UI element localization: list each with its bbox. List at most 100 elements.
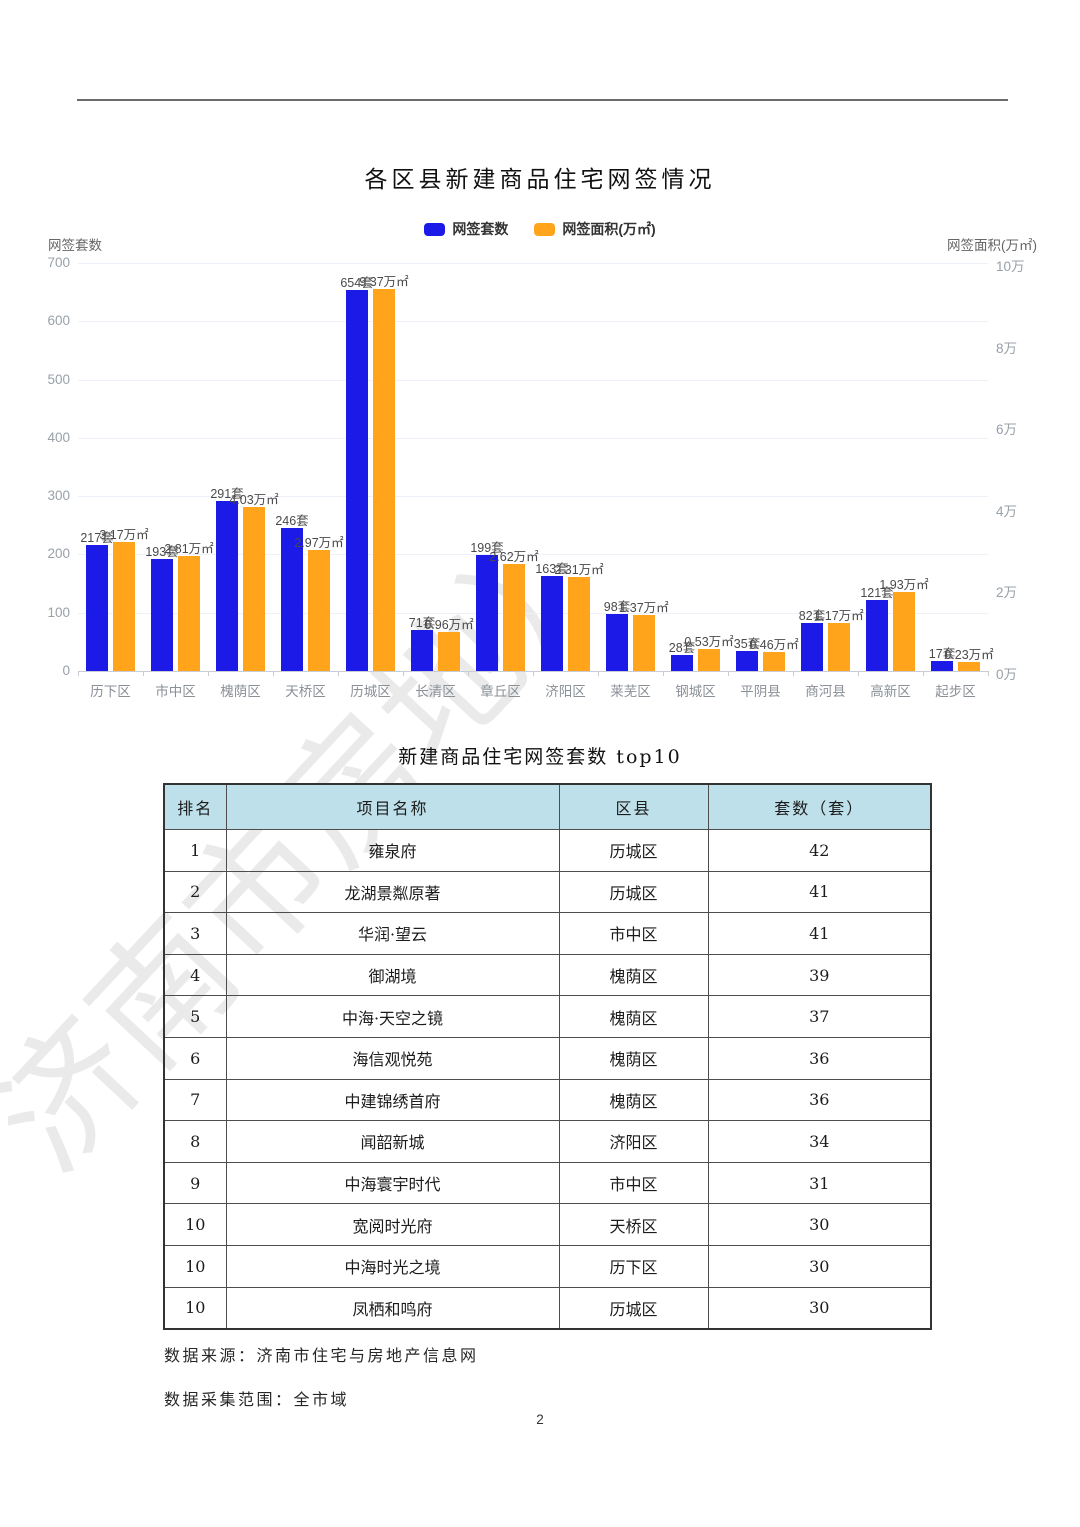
- x-axis-tick: [143, 671, 144, 676]
- left-axis-tick: 400: [47, 429, 70, 445]
- bar-count: [736, 650, 758, 671]
- gridline: [78, 379, 988, 381]
- bar-area: [698, 649, 720, 671]
- table-cell: 海信观悦苑: [225, 1036, 560, 1080]
- bar-area: [113, 541, 135, 671]
- x-axis-category: 市中区: [155, 684, 196, 699]
- table-cell: 历城区: [558, 870, 709, 914]
- bar-label-area: 2.31万㎡: [554, 562, 604, 577]
- bar-area: [373, 288, 395, 671]
- legend-label: 网签套数: [452, 221, 509, 237]
- table-cell: 槐荫区: [558, 1036, 709, 1080]
- table-title: 新建商品住宅网签套数 top10: [398, 746, 682, 768]
- table-cell: 槐荫区: [558, 995, 709, 1038]
- table-cell: 9: [163, 1161, 227, 1205]
- x-axis-tick: [858, 671, 859, 676]
- x-axis-tick: [663, 671, 664, 676]
- table-cell: 中海寰宇时代: [225, 1161, 560, 1205]
- chart-legend: 网签套数 网签面积(万㎡): [0, 219, 1080, 239]
- table-cell: 华润·望云: [225, 912, 560, 955]
- bar-count: [801, 623, 823, 671]
- header-rule: [77, 99, 1008, 101]
- gridline: [78, 496, 988, 498]
- bar-label-area: 0.53万㎡: [684, 635, 734, 650]
- bar-area: [243, 506, 265, 671]
- table-cell: 34: [707, 1120, 932, 1163]
- table-row: 9 中海寰宇时代 市中区 31: [163, 1161, 932, 1205]
- table-header: 排名 项目名称 区县 套数（套）: [163, 783, 932, 830]
- bar-label-count: 654套: [340, 275, 374, 290]
- table-row: 3 华润·望云 市中区 41: [163, 912, 932, 955]
- table-cell: 中建锦绣首府: [225, 1078, 560, 1122]
- bar-label-area: 1.37万㎡: [619, 601, 669, 616]
- table-cell: 30: [707, 1244, 932, 1288]
- table-cell: 10: [163, 1203, 227, 1246]
- x-axis-category: 长清区: [415, 684, 456, 699]
- table-cell: 御湖境: [225, 953, 560, 997]
- table-cell: 3: [163, 912, 227, 955]
- table-cell: 市中区: [558, 1161, 709, 1205]
- bar-count: [541, 575, 563, 671]
- gridline: [78, 437, 988, 439]
- left-axis-tick: 200: [47, 546, 70, 562]
- table-cell: 历下区: [558, 1244, 709, 1288]
- table-cell: 凤栖和鸣府: [225, 1286, 560, 1330]
- table-cell: 41: [707, 870, 932, 914]
- bar-label-count: 121套: [860, 586, 894, 601]
- left-axis-title: 网签套数: [48, 238, 102, 253]
- table-cell: 济阳区: [558, 1120, 709, 1163]
- x-axis-tick: [923, 671, 924, 676]
- bar-area: [958, 661, 980, 671]
- bar-area: [828, 623, 850, 671]
- right-axis-tick: 10万: [996, 259, 1025, 274]
- table-row: 8 闻韶新城 济阳区 34: [163, 1120, 932, 1163]
- x-axis-category: 高新区: [870, 684, 911, 699]
- table-row: 4 御湖境 槐荫区 39: [163, 953, 932, 997]
- bar-label-area: 1.17万㎡: [814, 609, 864, 624]
- x-axis-tick: [78, 671, 79, 676]
- bar-area: [763, 652, 785, 671]
- bar-label-count: 193套: [145, 544, 179, 559]
- bar-count: [411, 629, 433, 671]
- bar-label-count: 17套: [928, 647, 956, 662]
- data-scope-note: 数据采集范围：全市域: [164, 1390, 350, 1409]
- table-cell: 5: [163, 995, 227, 1038]
- table-header-cell: 套数（套）: [707, 783, 932, 830]
- bar-label-area: 9.37万㎡: [359, 274, 409, 289]
- bar-count: [281, 527, 303, 671]
- gridline: [78, 263, 988, 264]
- legend-label: 网签面积(万㎡): [562, 221, 656, 237]
- table-row: 10 凤栖和鸣府 历城区 30: [163, 1286, 932, 1330]
- table-cell: 中海·天空之镜: [225, 995, 560, 1038]
- x-axis-category: 济阳区: [545, 684, 586, 699]
- table-header-cell: 排名: [163, 783, 227, 830]
- bar-count: [346, 289, 368, 671]
- left-axis-tick: 0: [62, 663, 70, 678]
- top10-table: 排名 项目名称 区县 套数（套） 1 雍泉府 历城区 42 2 龙湖景粼原著 历城区 41 3 华润·望…: [163, 783, 932, 1331]
- table-cell: 龙湖景粼原著: [225, 870, 560, 914]
- table-cell: 4: [163, 953, 227, 997]
- right-axis-tick: 8万: [996, 340, 1018, 356]
- table-body: 1 雍泉府 历城区 42 2 龙湖景粼原著 历城区 41 3 华润·望云 市中区 41 4 御湖境 槐荫区 3…: [163, 829, 932, 1330]
- bar-label-area: 0.96万㎡: [424, 617, 474, 632]
- table-row: 10 宽阅时光府 天桥区 30: [163, 1203, 932, 1246]
- bar-area: [893, 592, 915, 671]
- right-axis-title: 网签面积(万㎡): [947, 238, 1037, 253]
- x-axis-category: 商河县: [805, 684, 846, 699]
- bar-area: [178, 556, 200, 671]
- legend-item-units: 网签套数: [424, 219, 508, 239]
- bar-label-count: 71套: [408, 615, 436, 630]
- x-axis-category: 钢城区: [675, 684, 716, 699]
- table-cell: 1: [163, 829, 227, 872]
- table-cell: 37: [707, 995, 932, 1038]
- x-axis-tick: [468, 671, 469, 676]
- table-cell: 36: [707, 1036, 932, 1080]
- right-axis-tick: 4万: [996, 503, 1018, 519]
- bar-count: [151, 558, 173, 671]
- bar-area: [503, 564, 525, 671]
- bar-count: [86, 544, 108, 671]
- table-cell: 7: [163, 1078, 227, 1122]
- table-cell: 42: [707, 829, 932, 872]
- bar-count: [216, 501, 238, 671]
- page-number: 2: [536, 1412, 544, 1427]
